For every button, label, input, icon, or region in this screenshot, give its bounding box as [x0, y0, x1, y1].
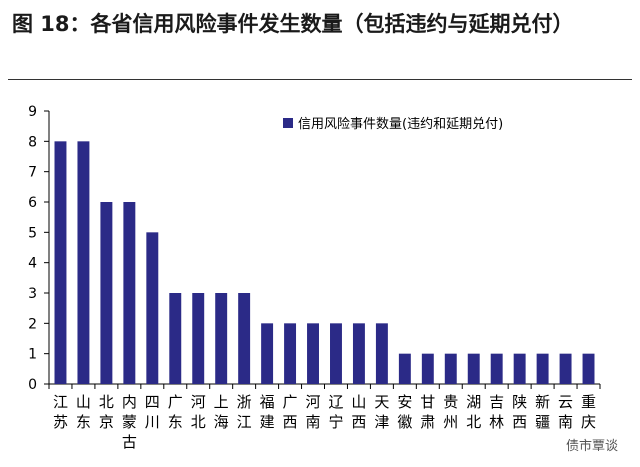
- x-tick-label: 河: [306, 393, 321, 411]
- x-tick-label: 西: [351, 413, 366, 431]
- x-tick-label: 重: [581, 393, 596, 411]
- x-tick-label: 庆: [581, 413, 596, 431]
- x-tick-label: 广: [168, 393, 183, 411]
- bar: [100, 202, 113, 384]
- bar: [352, 323, 365, 384]
- y-tick-label: 9: [28, 104, 37, 120]
- x-tick-label: 浙: [237, 393, 252, 411]
- x-tick-label: 辽: [328, 393, 343, 411]
- y-tick-label: 0: [28, 377, 37, 393]
- x-tick-label: 山: [351, 393, 366, 411]
- bar: [146, 232, 159, 384]
- bar: [490, 353, 503, 384]
- bar: [261, 323, 274, 384]
- x-tick-label: 天: [374, 393, 389, 411]
- x-tick-label: 林: [489, 413, 504, 431]
- x-tick-label: 北: [466, 413, 481, 431]
- bar: [307, 323, 319, 384]
- bar: [444, 353, 457, 384]
- bar: [421, 353, 434, 384]
- bar: [123, 202, 136, 384]
- x-tick-label: 古: [122, 433, 137, 451]
- x-tick-label: 江: [237, 413, 252, 431]
- x-tick-label: 海: [214, 413, 229, 431]
- legend-swatch: [283, 118, 293, 128]
- y-tick-label: 3: [28, 286, 37, 302]
- x-tick-label: 西: [283, 413, 298, 431]
- x-tick-label: 肃: [420, 413, 435, 431]
- x-axis-labels: 江苏山东北京内蒙古四川广东河北上海浙江福建广西河南辽宁山西天津安徽甘肃贵州湖北吉…: [53, 393, 596, 451]
- bar: [215, 293, 228, 384]
- x-tick-label: 山: [76, 393, 91, 411]
- x-tick-label: 蒙: [122, 413, 137, 431]
- x-tick-label: 南: [306, 413, 321, 431]
- x-tick-label: 内: [122, 393, 137, 411]
- x-tick-label: 宁: [328, 413, 343, 431]
- bar: [536, 353, 549, 384]
- y-tick-label: 4: [28, 256, 37, 272]
- x-tick-label: 贵: [443, 393, 458, 411]
- x-tick-label: 州: [443, 413, 458, 431]
- bar: [467, 353, 480, 384]
- x-tick-label: 川: [145, 413, 160, 431]
- x-tick-label: 安: [397, 393, 412, 411]
- bar: [77, 141, 90, 384]
- x-tick-label: 北: [191, 413, 206, 431]
- x-tick-label: 云: [558, 393, 573, 411]
- bar: [330, 323, 342, 384]
- x-tick-label: 京: [99, 413, 114, 431]
- chart-title: 图 18：各省信用风险事件发生数量（包括违约与延期兑付）: [12, 12, 574, 36]
- x-tick-label: 南: [558, 413, 573, 431]
- x-tick-label: 江: [53, 393, 68, 411]
- x-tick-label: 津: [374, 413, 389, 431]
- bar: [582, 353, 595, 384]
- x-tick-label: 苏: [53, 413, 68, 431]
- x-tick-label: 吉: [489, 393, 504, 411]
- y-tick-label: 1: [28, 347, 37, 363]
- bar: [398, 353, 411, 384]
- x-tick-label: 疆: [535, 413, 550, 431]
- title-divider: [8, 79, 632, 80]
- y-tick-label: 8: [28, 134, 37, 150]
- x-tick-label: 湖: [466, 393, 481, 411]
- watermark: 债市覃谈: [561, 434, 622, 455]
- x-tick-label: 北: [99, 393, 114, 411]
- y-tick-label: 5: [28, 225, 37, 241]
- y-tick-label: 7: [28, 165, 37, 181]
- x-tick-label: 陕: [512, 393, 527, 411]
- bar-series: [54, 141, 595, 384]
- bar: [54, 141, 67, 384]
- bar: [238, 293, 251, 384]
- x-tick-label: 新: [535, 393, 550, 411]
- x-tick-label: 河: [191, 393, 206, 411]
- bar: [192, 293, 205, 384]
- x-tick-label: 东: [168, 413, 183, 431]
- bar: [375, 323, 388, 384]
- bar: [169, 293, 182, 384]
- bar: [559, 353, 572, 384]
- y-tick-label: 2: [28, 316, 37, 332]
- x-tick-label: 徽: [397, 413, 412, 431]
- legend-label: 信用风险事件数量(违约和延期兑付): [298, 117, 503, 132]
- y-tick-label: 6: [28, 195, 37, 211]
- bar: [513, 353, 526, 384]
- x-tick-label: 广: [283, 393, 298, 411]
- bar: [284, 323, 297, 384]
- x-tick-label: 四: [145, 393, 160, 411]
- x-tick-label: 甘: [420, 393, 435, 411]
- chart-legend: 信用风险事件数量(违约和延期兑付): [283, 117, 503, 132]
- chart-axes: 0 1 2 3 4 5 6 7 8 9: [28, 104, 601, 393]
- x-tick-label: 西: [512, 413, 527, 431]
- x-tick-label: 上: [214, 393, 229, 411]
- x-tick-label: 建: [260, 413, 275, 431]
- x-tick-label: 福: [260, 393, 275, 411]
- x-tick-label: 东: [76, 413, 91, 431]
